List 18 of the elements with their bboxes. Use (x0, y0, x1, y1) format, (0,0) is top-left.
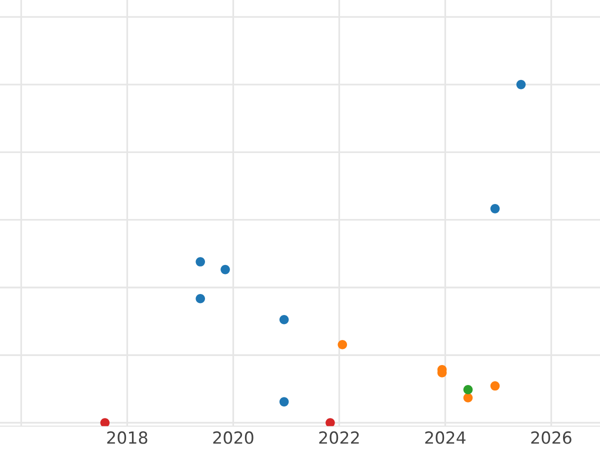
point (220, 264, 230, 274)
point (100, 418, 110, 426)
point (196, 257, 206, 266)
x-tick-label: 2022 (319, 431, 359, 444)
point (326, 418, 335, 426)
point (279, 397, 289, 406)
point (490, 204, 500, 214)
point (463, 393, 473, 402)
point (490, 381, 500, 391)
point (196, 294, 206, 304)
point (463, 384, 473, 394)
x-tick-label: 2018 (107, 431, 148, 444)
x-tick-label: 2020 (213, 431, 254, 444)
point (279, 314, 289, 324)
x-tick-label: 2024 (425, 431, 466, 444)
point (516, 80, 526, 90)
point (338, 340, 348, 350)
x-tick-label: 2026 (531, 431, 572, 444)
